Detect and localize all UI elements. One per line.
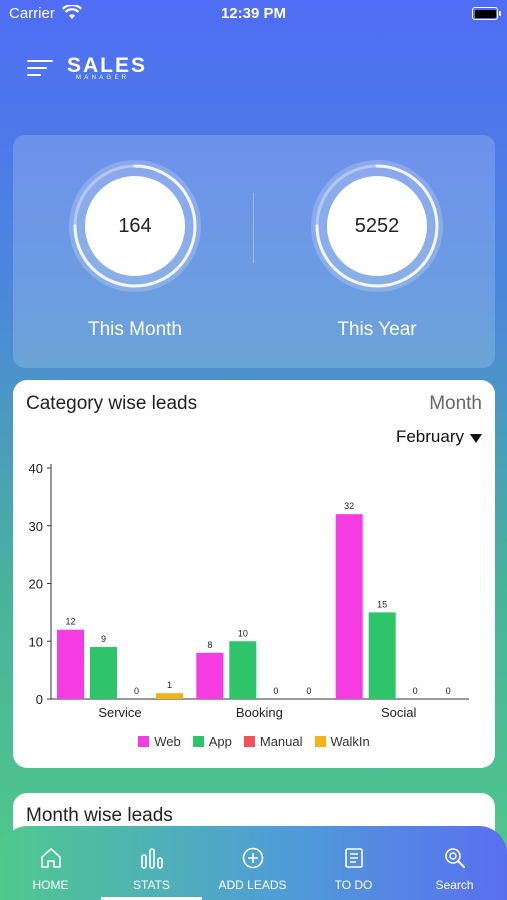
summary-card: 164 This Month 5252 This Year [13, 135, 495, 368]
data-label: 1 [167, 680, 172, 690]
period-toggle[interactable]: Month [429, 393, 482, 414]
bar-app-social [368, 612, 396, 699]
y-tick-label: 40 [29, 461, 43, 476]
tab-home-label: HOME [32, 878, 69, 892]
this-year-label: This Year [337, 319, 417, 340]
month-leads-title: Month wise leads [26, 805, 173, 826]
data-label: 0 [273, 686, 278, 696]
search-icon [445, 848, 465, 868]
legend-label: App [208, 734, 232, 749]
y-tick-label: 20 [29, 577, 43, 592]
tab-add-leads-label: ADD LEADS [218, 878, 287, 892]
x-tick-label: Service [98, 705, 141, 720]
status-bar: Carrier 12:39 PM [0, 0, 507, 30]
tab-add-leads[interactable]: ADD LEADS [202, 826, 303, 900]
this-month-ring: 164 [69, 160, 201, 292]
data-label: 0 [446, 686, 451, 696]
data-label: 9 [101, 634, 106, 644]
x-tick-label: Social [381, 705, 417, 720]
legend-item-app: App [192, 734, 232, 749]
y-tick-label: 30 [29, 519, 43, 534]
y-tick-label: 10 [29, 634, 43, 649]
dropdown-caret-icon [470, 433, 482, 443]
legend-label: Manual [259, 734, 303, 749]
bar-app-booking [229, 641, 257, 699]
bar-web-booking [196, 652, 224, 699]
data-label: 32 [344, 501, 354, 511]
logo-sub-text: MANAGER [76, 75, 130, 81]
data-label: 0 [413, 686, 418, 696]
data-label: 8 [207, 640, 212, 650]
chart-legend: Web App Manual WalkIn [13, 734, 495, 749]
y-tick-label: 0 [36, 692, 43, 707]
legend-swatch [192, 736, 204, 747]
x-tick-label: Booking [236, 705, 283, 720]
category-bar-chart: 0 10 20 30 40 12 9 0 1 Service 8 10 0 0 Booking 32 15 0 0 S… [29, 461, 469, 720]
legend-swatch [314, 736, 326, 747]
legend-item-web: Web [138, 734, 181, 749]
this-year-value: 5252 [327, 176, 427, 276]
this-month-value: 164 [85, 176, 185, 276]
app-logo: SALES MANAGER [67, 54, 147, 81]
legend-label: Web [154, 734, 181, 749]
wifi-icon [62, 3, 82, 25]
tab-home[interactable]: HOME [0, 826, 101, 900]
tab-search-label: Search [435, 878, 474, 892]
bar-web-social [335, 514, 363, 699]
tab-todo[interactable]: TO DO [303, 826, 404, 900]
tab-todo-label: TO DO [334, 878, 373, 892]
month-dropdown-value: February [395, 427, 464, 446]
this-month-label: This Month [88, 319, 182, 340]
bottom-tab-bar: HOME STATS ADD LEADS TO DO Search [0, 826, 507, 900]
logo-main-text: SALES [67, 54, 148, 77]
bar-app-service [90, 647, 117, 699]
clock: 12:39 PM [220, 5, 287, 22]
data-label: 0 [134, 686, 139, 696]
month-dropdown[interactable]: February [396, 427, 482, 447]
data-label: 12 [65, 617, 75, 627]
tab-stats[interactable]: STATS [101, 826, 202, 900]
legend-swatch [138, 736, 150, 747]
this-year-ring: 5252 [311, 160, 443, 292]
tab-stats-label: STATS [133, 878, 170, 892]
this-year-stat[interactable]: 5252 This Year [307, 160, 447, 341]
battery-icon [472, 7, 501, 20]
category-leads-card: Category wise leads Month February 0 10 20… [13, 380, 495, 768]
legend-item-manual: Manual [243, 734, 303, 749]
bar-walkin-service [156, 693, 183, 699]
legend-label: WalkIn [330, 734, 370, 749]
bar-web-service [57, 629, 84, 699]
tab-search[interactable]: Search [404, 826, 505, 900]
data-label: 10 [238, 628, 248, 638]
menu-icon[interactable] [27, 58, 53, 78]
legend-swatch [243, 736, 255, 747]
data-label: 15 [377, 599, 387, 609]
add-circle-icon [242, 847, 264, 869]
this-month-stat[interactable]: 164 This Month [65, 160, 205, 341]
carrier-label: Carrier [9, 5, 55, 22]
data-label: 0 [306, 686, 311, 696]
home-icon [41, 848, 61, 868]
stats-icon [141, 848, 163, 869]
summary-divider [253, 193, 254, 263]
todo-list-icon [345, 848, 363, 868]
category-leads-title: Category wise leads [26, 393, 198, 414]
legend-item-walkin: WalkIn [314, 734, 370, 749]
